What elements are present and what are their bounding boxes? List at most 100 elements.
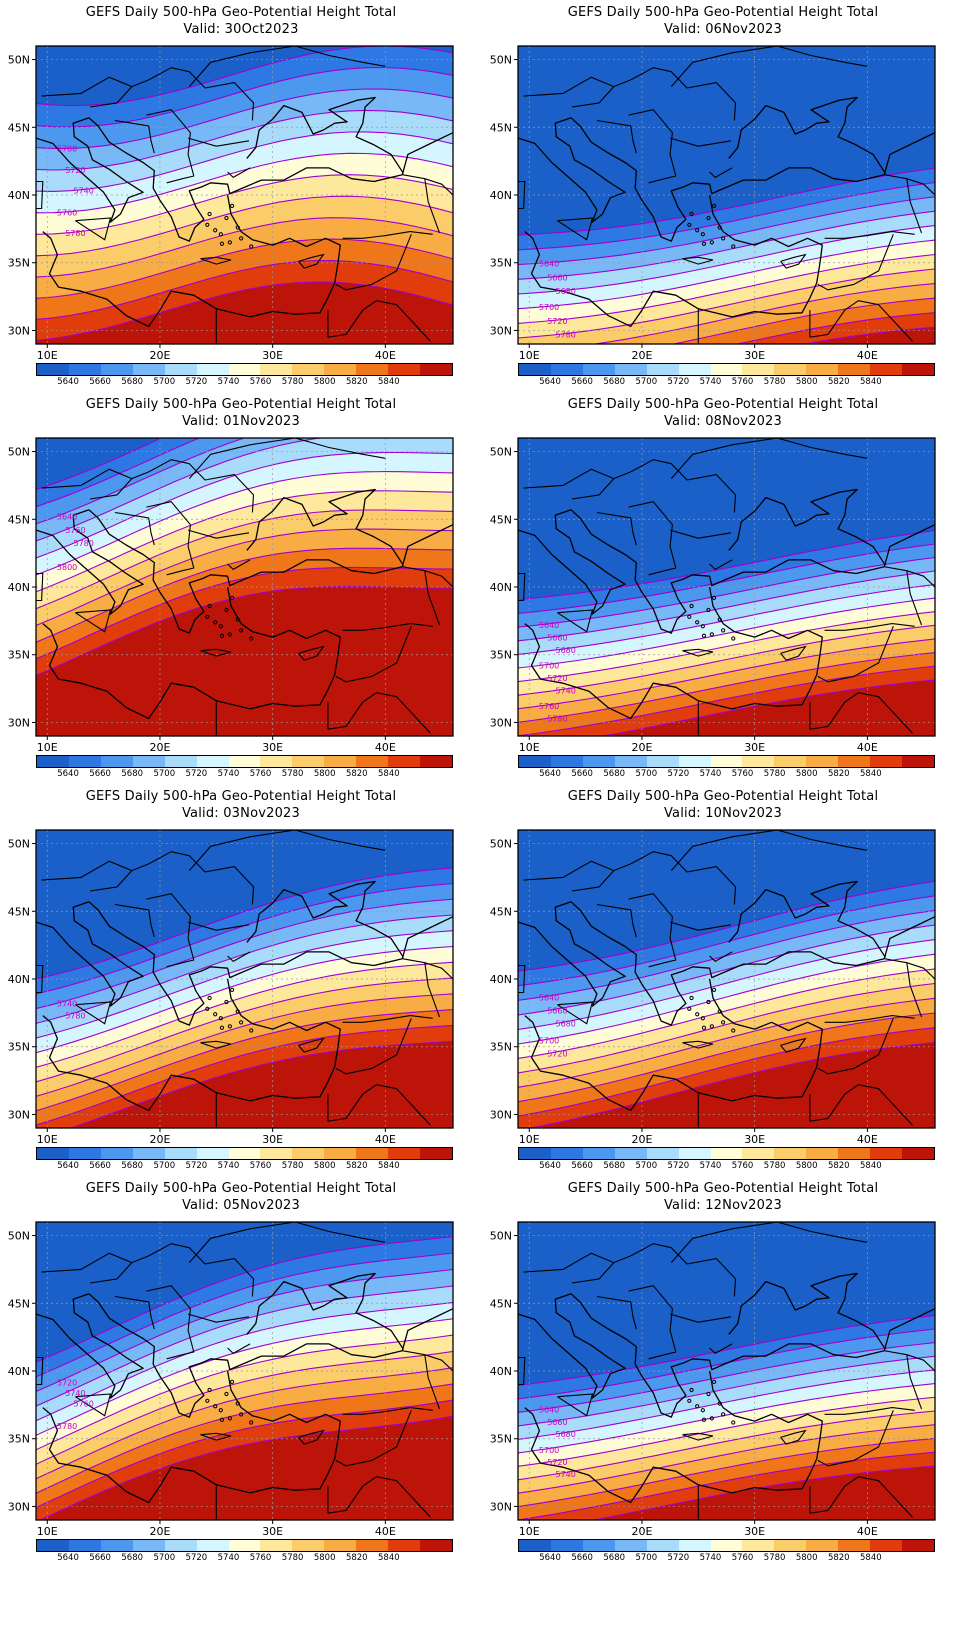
colorbar-swatch	[838, 364, 871, 375]
panel-title: GEFS Daily 500-hPa Geo-Potential Height …	[85, 1181, 397, 1196]
lat-tick-label: 50N	[490, 54, 512, 67]
contour-line	[36, 509, 453, 610]
colorbar-label: 5820	[827, 1553, 850, 1563]
colorbar-swatch	[519, 1148, 551, 1159]
contour-line	[36, 174, 453, 235]
islet	[700, 232, 705, 237]
country-border	[146, 109, 195, 184]
country-border	[523, 1252, 615, 1273]
colorbar-swatch	[710, 1540, 743, 1551]
country-border	[906, 1354, 923, 1410]
lon-tick-label: 10E	[519, 349, 540, 362]
islet	[706, 999, 711, 1005]
islet	[207, 603, 212, 609]
colorbar-label: 5680	[603, 769, 626, 779]
contour-label: 5660	[547, 634, 567, 643]
contour-line	[36, 438, 325, 542]
country-border	[817, 1018, 894, 1075]
colorbar-swatch	[678, 364, 711, 375]
colorbar-label: 5760	[731, 769, 754, 779]
colorbar-label: 5760	[249, 1161, 272, 1171]
country-border	[670, 1222, 868, 1263]
coastline	[36, 1293, 144, 1399]
islet	[207, 995, 212, 1001]
contour-line	[36, 131, 453, 192]
islet	[218, 624, 223, 629]
contour-line	[518, 556, 935, 628]
height-band	[36, 586, 453, 736]
contour-label: 5660	[547, 1007, 567, 1016]
islet	[249, 1028, 254, 1033]
islet	[701, 1417, 707, 1422]
colorbar-swatch	[870, 1540, 903, 1551]
panel-valid-date: Valid: 12Nov2023	[663, 1198, 783, 1213]
colorbar-swatch	[774, 1148, 807, 1159]
contour-line	[36, 1334, 453, 1451]
island-outline	[200, 1040, 232, 1049]
coastline	[518, 509, 626, 615]
map-panel: GEFS Daily 500-hPa Geo-Potential Height …	[482, 1176, 964, 1586]
panel-title: GEFS Daily 500-hPa Geo-Potential Height …	[567, 5, 879, 20]
contour-label: 5680	[556, 646, 576, 655]
country-border	[809, 300, 913, 342]
colorbar-label: 5740	[699, 377, 722, 387]
colorbar-label: 5800	[313, 1553, 336, 1563]
lon-tick-label: 10E	[37, 1525, 58, 1538]
colorbar-swatch	[806, 364, 839, 375]
colorbar-label: 5680	[121, 1553, 144, 1563]
country-border	[709, 1343, 733, 1354]
height-map: 5640 5660 5680 5700 5720 5740 50N 45N 40N 35N 30N 1…	[490, 1221, 936, 1538]
colorbar-label: 5820	[827, 769, 850, 779]
colorbar-label: 5800	[795, 769, 818, 779]
contour-label: 5700	[539, 303, 559, 312]
lat-tick-label: 40N	[8, 581, 30, 594]
country-border	[596, 903, 637, 938]
lon-tick-label: 10E	[37, 1133, 58, 1146]
country-border	[41, 468, 133, 489]
colorbar-label: 5840	[860, 769, 882, 779]
islet	[687, 1398, 692, 1403]
lat-tick-label: 35N	[8, 1041, 30, 1054]
country-border	[817, 626, 894, 683]
island-outline	[298, 1037, 325, 1053]
contour-label: 5720	[547, 674, 567, 683]
colorbar-swatch	[292, 1540, 325, 1551]
colorbar-swatch	[519, 364, 551, 375]
colorbar-label: 5680	[121, 1161, 144, 1171]
contour-line	[518, 968, 935, 1059]
lon-tick-label: 30E	[744, 1525, 765, 1538]
coastline	[883, 132, 935, 175]
contour-label: 5720	[57, 1378, 77, 1387]
colorbar-label: 5720	[185, 1161, 208, 1171]
islet	[695, 1404, 700, 1409]
lon-tick-label: 10E	[519, 1525, 540, 1538]
islet	[239, 628, 244, 633]
colorbar-swatch	[164, 1540, 197, 1551]
islet	[687, 1006, 692, 1011]
colorbar-swatch	[742, 756, 775, 767]
colorbar-swatch	[260, 756, 293, 767]
contour-line	[36, 547, 453, 643]
colorbar-label: 5740	[217, 769, 240, 779]
coastline	[518, 1293, 626, 1399]
islet	[701, 241, 707, 246]
lon-tick-label: 40E	[857, 1133, 878, 1146]
coastline	[42, 586, 341, 720]
island-outline	[682, 648, 714, 657]
contour-line	[518, 1410, 935, 1481]
country-border	[187, 137, 250, 147]
colorbar	[36, 363, 453, 376]
contour-label: 5780	[74, 539, 94, 548]
islet	[721, 628, 726, 633]
country-border	[41, 76, 133, 97]
colorbar-label: 5840	[860, 1553, 882, 1563]
height-band	[71, 1041, 453, 1128]
contour-line	[36, 1009, 453, 1112]
colorbar-label: 5720	[667, 769, 690, 779]
country-border	[188, 830, 386, 871]
contour-line	[518, 652, 935, 723]
colorbar-swatch	[902, 1540, 934, 1551]
panel-title: GEFS Daily 500-hPa Geo-Potential Height …	[567, 1181, 879, 1196]
lat-tick-label: 30N	[490, 716, 512, 729]
contour-line	[518, 1342, 935, 1413]
